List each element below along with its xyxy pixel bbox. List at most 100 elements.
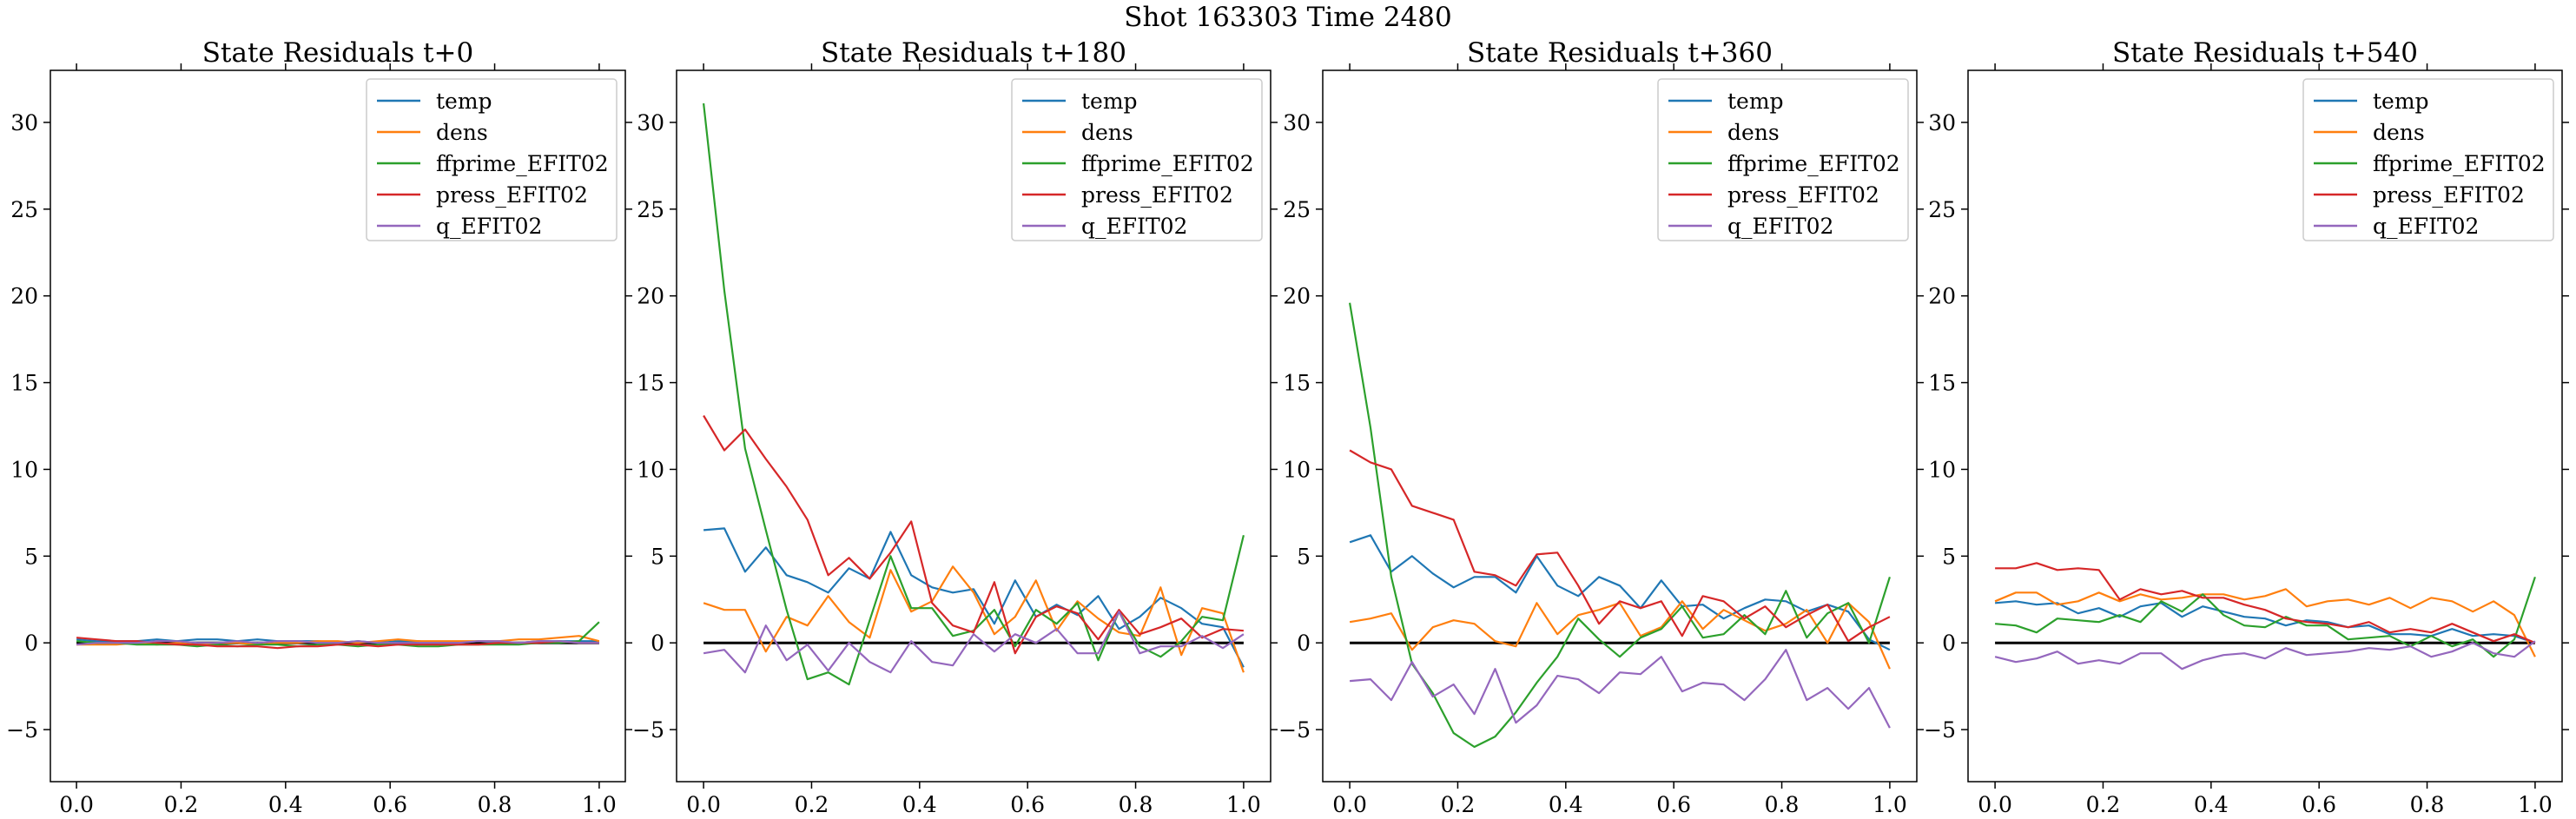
y-tick-label: 15 [1928,371,1956,396]
legend-label: temp [1727,89,1784,114]
legend-box [2302,78,2554,241]
y-tick-label: 30 [10,110,38,135]
y-tick-label: 5 [24,544,38,569]
y-tick-label: 20 [1283,284,1311,309]
subplot-3: State Residuals t+540 0.0 0.2 0.4 0.6 0.8 1.0 −… [1924,37,2569,817]
y-tick-label: 5 [1297,544,1311,569]
x-tick-label: 0.4 [1549,792,1583,817]
y-tick-label: 25 [637,197,664,222]
y-tick-label: 30 [637,110,664,135]
series-line-q_EFIT02 [703,611,1245,674]
y-tick-label: 30 [1928,110,1956,135]
y-tick-label: 5 [651,544,664,569]
y-tick-label: 0 [24,631,38,656]
series-line-press_EFIT02 [1995,562,2536,644]
series-line-press_EFIT02 [1349,449,1891,643]
legend: temp dens ffprime_EFIT02 press_EFIT02 q_EFIT… [1011,78,1263,241]
y-tick-label: 20 [1928,284,1956,309]
x-tick-label: 0.0 [686,792,721,817]
y-tick-label: 30 [1283,110,1311,135]
y-tick-label: 0 [651,631,664,656]
y-tick-label: 25 [1283,197,1311,222]
y-tick-label: 10 [10,457,38,482]
legend-label: dens [1081,120,1133,145]
axes-frame [50,69,626,783]
legend-label: dens [1727,120,1780,145]
legend-box [1657,78,1909,241]
y-tick-label: 25 [10,197,38,222]
y-tick-label: −5 [632,717,664,743]
legend-label: ffprime_EFIT02 [1727,151,1900,176]
series-line-ffprime_EFIT02 [1349,302,1891,749]
legend-box [366,78,618,241]
legend-box [1011,78,1263,241]
legend-label: q_EFIT02 [436,214,542,239]
figure-title: Shot 163303 Time 2480 [1124,2,1452,33]
legend-label: q_EFIT02 [2373,214,2479,239]
legend-label: temp [436,89,492,114]
subplot-0: State Residuals t+0 0.0 0.2 0.4 0.6 0.8 1.0 −5 0… [6,37,632,817]
x-tick-label: 1.0 [582,792,617,817]
x-tick-label: 0.2 [795,792,829,817]
y-tick-label: 0 [1297,631,1311,656]
subplot-title: State Residuals t+360 [1467,37,1773,69]
x-tick-label: 0.0 [59,792,94,817]
legend: temp dens ffprime_EFIT02 press_EFIT02 q_EFIT… [1657,78,1909,241]
x-tick-label: 0.4 [2194,792,2229,817]
x-tick-label: 0.8 [1119,792,1153,817]
axes-frame [1322,69,1918,783]
x-tick-label: 0.2 [1441,792,1476,817]
legend-label: ffprime_EFIT02 [1081,151,1254,176]
legend-label: press_EFIT02 [1727,182,1879,208]
y-tick-label: 15 [637,371,664,396]
x-tick-label: 0.2 [2086,792,2121,817]
subplot-title: State Residuals t+540 [2112,37,2418,69]
legend-label: dens [436,120,488,145]
legend-label: press_EFIT02 [2373,182,2525,208]
legend: temp dens ffprime_EFIT02 press_EFIT02 q_EFIT… [2302,78,2554,241]
x-tick-label: 0.2 [164,792,199,817]
legend-label: press_EFIT02 [1081,182,1233,208]
x-tick-label: 0.0 [1332,792,1367,817]
x-tick-label: 0.6 [373,792,407,817]
y-tick-label: −5 [6,717,38,743]
axes-frame [1967,69,2563,783]
y-tick-label: −5 [1278,717,1311,743]
legend-label: dens [2373,120,2425,145]
series-line-temp [1349,534,1891,651]
legend-label: temp [2373,89,2429,114]
x-tick-label: 1.0 [1226,792,1261,817]
x-tick-label: 0.6 [1656,792,1691,817]
y-tick-label: 20 [637,284,664,309]
x-tick-label: 0.4 [902,792,937,817]
subplot-title: State Residuals t+0 [202,37,473,69]
y-tick-label: −5 [1924,717,1956,743]
x-tick-label: 0.4 [268,792,303,817]
axes-frame [676,69,1271,783]
legend: temp dens ffprime_EFIT02 press_EFIT02 q_EFIT… [366,78,618,241]
legend-label: q_EFIT02 [1727,214,1833,239]
y-tick-label: 0 [1942,631,1956,656]
series-line-press_EFIT02 [703,414,1244,655]
y-tick-label: 5 [1942,544,1956,569]
legend-label: ffprime_EFIT02 [436,151,609,176]
y-tick-label: 15 [1283,371,1311,396]
y-tick-label: 25 [1928,197,1956,222]
y-tick-label: 10 [1928,457,1956,482]
legend-label: ffprime_EFIT02 [2373,151,2546,176]
subplot-2: State Residuals t+360 0.0 0.2 0.4 0.6 0.8 1.0 −… [1278,37,1924,817]
legend-label: press_EFIT02 [436,182,588,208]
subplot-1: State Residuals t+180 0.0 0.2 0.4 0.6 0.8 1.0 −… [632,37,1278,817]
x-tick-label: 0.8 [2410,792,2445,817]
x-tick-label: 0.8 [1765,792,1800,817]
subplot-title: State Residuals t+180 [821,37,1126,69]
y-tick-label: 20 [10,284,38,309]
series-line-dens [703,565,1245,673]
legend-label: q_EFIT02 [1081,214,1187,239]
series-line-ffprime_EFIT02 [1995,576,2536,658]
series-line-temp [1995,600,2536,644]
series-line-dens [1349,600,1891,670]
x-tick-label: 0.0 [1978,792,2012,817]
